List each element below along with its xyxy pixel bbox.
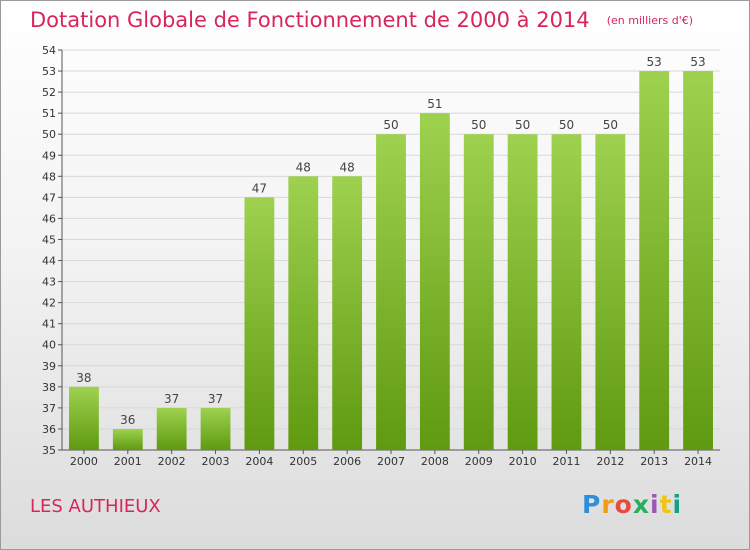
y-tick-label: 41 (42, 318, 56, 331)
bar-2008 (419, 113, 450, 450)
x-tick-label-2002: 2002 (158, 455, 186, 468)
x-tick-label-2005: 2005 (289, 455, 317, 468)
data-label-2012: 50 (603, 118, 618, 132)
y-tick-label: 51 (42, 107, 56, 120)
bar-2005 (288, 176, 319, 450)
y-tick-label: 43 (42, 276, 56, 289)
y-tick-label: 36 (42, 423, 56, 436)
data-label-2009: 50 (471, 118, 486, 132)
data-label-2006: 48 (339, 160, 354, 174)
data-label-2014: 53 (690, 55, 705, 69)
bar-2002 (156, 407, 187, 450)
y-tick-label: 48 (42, 170, 56, 183)
data-label-2000: 38 (76, 371, 91, 385)
x-tick-label-2000: 2000 (70, 455, 98, 468)
y-axis: 35 36 37 38 39 40 41 42 43 44 45 46 47 48 49 50 51 52 53 54 (42, 44, 63, 457)
y-tick-label: 53 (42, 65, 56, 78)
y-tick-label: 50 (42, 128, 56, 141)
x-tick-label-2008: 2008 (421, 455, 449, 468)
y-tick-label: 38 (42, 381, 56, 394)
data-label-2010: 50 (515, 118, 530, 132)
x-tick-label-2007: 2007 (377, 455, 405, 468)
data-label-2008: 51 (427, 97, 442, 111)
data-label-2007: 50 (383, 118, 398, 132)
bar-2003 (200, 407, 231, 450)
x-tick-label-2006: 2006 (333, 455, 361, 468)
y-tick-label: 45 (42, 233, 56, 246)
x-tick-label-2009: 2009 (465, 455, 493, 468)
y-tick-label: 46 (42, 212, 56, 225)
y-tick-label: 39 (42, 360, 56, 373)
data-label-2005: 48 (296, 160, 311, 174)
bar-2007 (376, 134, 406, 451)
bar-2012 (595, 134, 626, 451)
chart-title-block: Dotation Globale de Fonctionnement de 20… (30, 8, 693, 32)
y-tick-label: 47 (42, 191, 56, 204)
bar-2001 (112, 428, 143, 450)
x-tick-label-2003: 2003 (202, 455, 230, 468)
chart-unit: (en milliers d'€) (606, 14, 694, 27)
x-tick-label-2010: 2010 (509, 455, 537, 468)
bar-2013 (639, 71, 670, 450)
bar-2004 (244, 197, 275, 450)
x-tick-label-2013: 2013 (640, 455, 668, 468)
data-labels: 38 36 37 37 47 48 48 50 51 50 50 50 50 53 53 (76, 55, 705, 427)
proxiti-logo[interactable]: Proxiti (582, 490, 683, 519)
y-tick-label: 54 (42, 44, 56, 57)
bar-2010 (507, 134, 538, 451)
data-label-2001: 36 (120, 413, 135, 427)
bar-2014 (683, 71, 713, 450)
bars (69, 71, 713, 451)
chart-title: Dotation Globale de Fonctionnement de 20… (30, 8, 590, 32)
x-tick-label-2014: 2014 (684, 455, 712, 468)
y-tick-label: 52 (42, 86, 56, 99)
data-label-2002: 37 (164, 392, 179, 406)
y-tick-label: 44 (42, 255, 56, 268)
data-label-2004: 47 (252, 181, 267, 195)
y-tick-label: 35 (42, 444, 56, 457)
data-label-2013: 53 (647, 55, 662, 69)
data-label-2011: 50 (559, 118, 574, 132)
x-tick-label-2001: 2001 (114, 455, 142, 468)
y-tick-label: 40 (42, 339, 56, 352)
x-tick-label-2012: 2012 (596, 455, 624, 468)
bar-2006 (332, 176, 363, 450)
data-label-2003: 37 (208, 392, 223, 406)
bar-2009 (463, 134, 494, 451)
y-tick-label: 42 (42, 297, 56, 310)
y-tick-label: 37 (42, 402, 56, 415)
y-tick-label: 49 (42, 149, 56, 162)
bar-2000 (69, 386, 99, 450)
x-tick-label-2004: 2004 (245, 455, 273, 468)
bar-2011 (551, 134, 582, 451)
commune-name: LES AUTHIEUX (30, 496, 161, 517)
x-axis: 2000 2001 2002 2003 2004 2005 2006 2007 2008 2009… (62, 449, 720, 468)
x-tick-label-2011: 2011 (552, 455, 580, 468)
